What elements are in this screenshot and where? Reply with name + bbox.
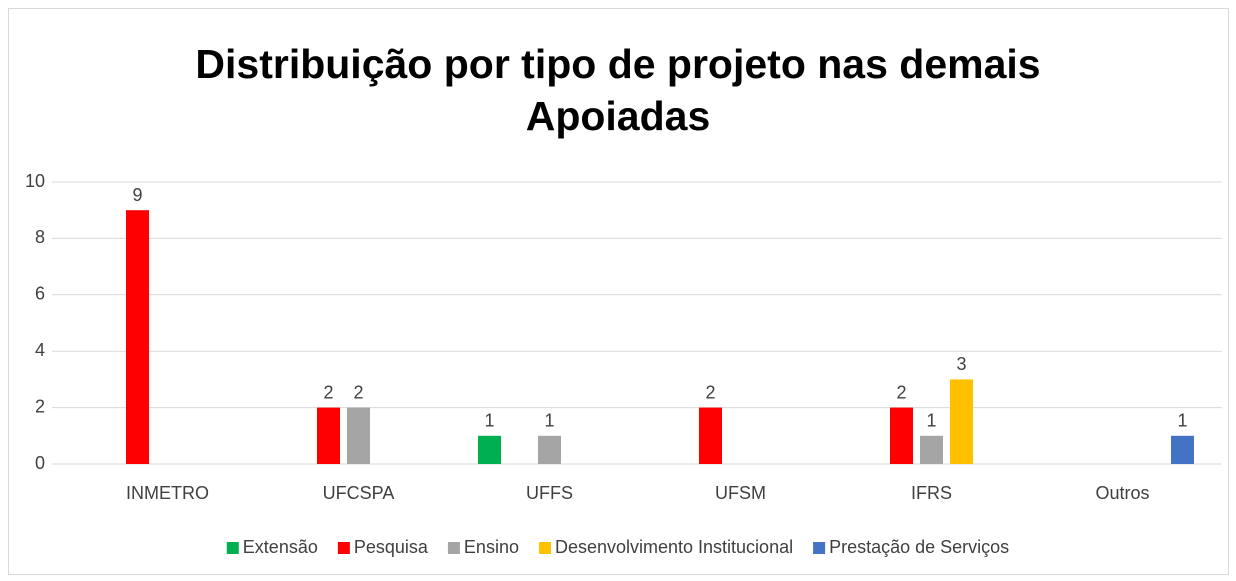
legend-swatch (813, 542, 826, 554)
value-label: 1 (1177, 411, 1187, 431)
legend-label: Pesquisa (354, 537, 429, 557)
value-label: 9 (132, 185, 142, 205)
x-tick-label: INMETRO (126, 483, 209, 503)
bar (347, 407, 370, 464)
bar (538, 435, 561, 464)
value-label: 2 (705, 382, 715, 402)
bar (126, 210, 149, 464)
y-tick-label: 6 (35, 284, 45, 304)
y-tick-label: 10 (25, 171, 45, 191)
y-tick-label: 8 (35, 227, 45, 247)
legend-label: Prestação de Serviços (829, 537, 1009, 557)
legend-swatch (447, 542, 460, 554)
bar (890, 407, 913, 464)
bar (920, 435, 943, 464)
value-label: 1 (484, 411, 494, 431)
value-label: 1 (544, 411, 554, 431)
legend-label: Desenvolvimento Institucional (555, 537, 793, 557)
legend-swatch (337, 542, 350, 554)
x-tick-label: Outros (1095, 483, 1149, 503)
value-label: 1 (926, 411, 936, 431)
value-label: 2 (353, 382, 363, 402)
bar (1171, 435, 1194, 464)
value-label: 2 (323, 382, 333, 402)
bar (317, 407, 340, 464)
bar (950, 379, 973, 464)
bar (478, 435, 501, 464)
y-tick-label: 0 (35, 453, 45, 473)
chart-border (8, 8, 1229, 575)
value-label: 3 (956, 354, 966, 374)
legend-swatch (226, 542, 239, 554)
x-tick-label: IFRS (911, 483, 952, 503)
x-tick-label: UFFS (526, 483, 573, 503)
value-label: 2 (896, 382, 906, 402)
x-tick-label: UFSM (715, 483, 766, 503)
legend-swatch (538, 542, 551, 554)
legend-label: Ensino (464, 537, 519, 557)
chart-title: Distribuição por tipo de projeto nas dem… (195, 41, 1041, 139)
bar (699, 407, 722, 464)
y-tick-label: 2 (35, 396, 45, 416)
legend-label: Extensão (243, 537, 318, 557)
y-tick-label: 4 (35, 340, 45, 360)
x-tick-label: UFCSPA (323, 483, 395, 503)
